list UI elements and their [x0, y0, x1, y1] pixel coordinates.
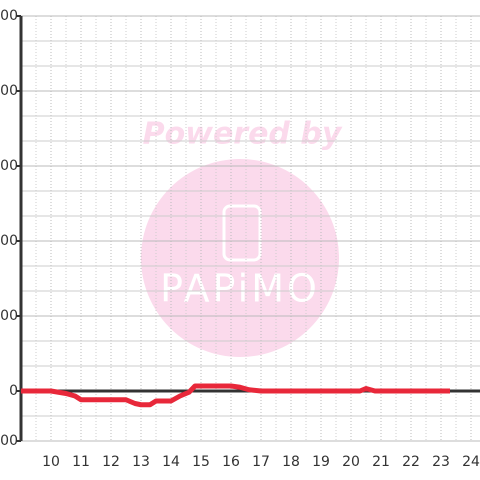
y-tick-label: 120,000: [0, 83, 18, 99]
x-tick-label: 15: [192, 454, 210, 470]
x-tick-label: 22: [402, 454, 420, 470]
x-tick-label: 14: [162, 454, 180, 470]
x-tick-label: 12: [102, 454, 120, 470]
x-tick-label: 11: [72, 454, 90, 470]
y-tick-label: 0: [9, 383, 18, 399]
y-tick-label: 60,000: [0, 233, 18, 249]
x-tick-label: 18: [282, 454, 300, 470]
line-series: [21, 383, 450, 408]
x-tick-label: 20: [342, 454, 360, 470]
x-tick-label: 17: [252, 454, 270, 470]
watermark: Powered by PAPiMO: [141, 117, 343, 357]
x-tick-label: 21: [372, 454, 390, 470]
x-tick-label: 24: [462, 454, 480, 470]
x-tick-label: 10: [42, 454, 60, 470]
y-tick-label: 30,000: [0, 308, 18, 324]
y-tick-label: 150,000: [0, 8, 18, 24]
x-tick-label: 23: [432, 454, 450, 470]
watermark-logo: PAPiMO: [160, 267, 320, 311]
x-tick-label: 19: [312, 454, 330, 470]
x-tick-label: 16: [222, 454, 240, 470]
y-tick-label: 90,000: [0, 158, 18, 174]
watermark-circle: [141, 159, 339, 357]
watermark-text: Powered by: [143, 117, 343, 152]
y-tick-label: -20,000: [0, 433, 18, 449]
x-tick-label: 13: [132, 454, 150, 470]
watermark-phone: [222, 204, 262, 262]
